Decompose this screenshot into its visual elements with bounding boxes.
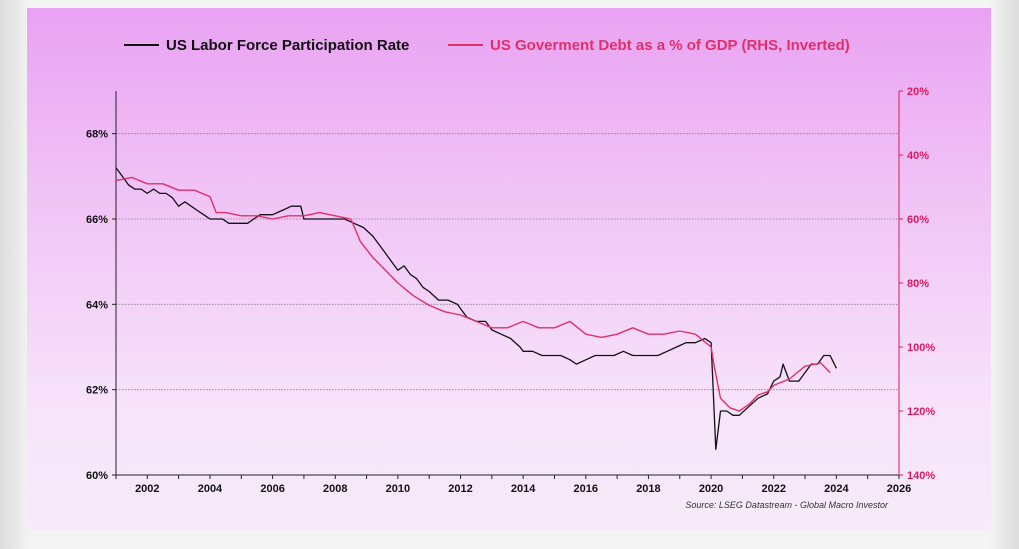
x-tick-label: 2026 <box>887 483 911 495</box>
x-tick-label: 2018 <box>636 483 660 495</box>
chart-panel: US Labor Force Participation Rate US Gov… <box>27 8 991 530</box>
x-tick-label: 2006 <box>260 483 284 495</box>
chart-legend: US Labor Force Participation Rate US Gov… <box>124 37 850 54</box>
source-note: Source: LSEG Datastream - Global Macro I… <box>685 500 889 510</box>
x-tick-label: 2020 <box>699 483 723 495</box>
right-tick-label: 120% <box>907 406 935 418</box>
chart-svg: US Labor Force Participation Rate US Gov… <box>86 37 935 510</box>
tick-labels: 60%62%64%66%68%20%40%60%80%100%120%140%2… <box>86 86 935 495</box>
left-tick-label: 66% <box>86 214 108 226</box>
right-tick-label: 20% <box>907 86 929 98</box>
axes <box>112 90 903 479</box>
left-tick-label: 68% <box>86 129 108 141</box>
series-line-debt-gdp <box>115 176 831 412</box>
right-tick-label: 60% <box>907 214 929 226</box>
legend-label-labor-force: US Labor Force Participation Rate <box>166 37 409 54</box>
right-tick-label: 140% <box>907 470 935 482</box>
right-tick-label: 80% <box>907 278 929 290</box>
right-tick-label: 40% <box>907 150 929 162</box>
x-tick-label: 2012 <box>448 483 472 495</box>
legend-label-debt-gdp: US Goverment Debt as a % of GDP (RHS, In… <box>490 37 850 54</box>
x-tick-label: 2010 <box>386 483 410 495</box>
series-line-labor-force <box>115 167 837 451</box>
right-tick-label: 100% <box>907 342 935 354</box>
x-tick-label: 2014 <box>511 483 536 495</box>
x-tick-label: 2024 <box>824 483 849 495</box>
left-tick-label: 62% <box>86 385 108 397</box>
left-tick-label: 60% <box>86 470 108 482</box>
x-tick-label: 2002 <box>135 483 159 495</box>
series-lines <box>115 167 837 451</box>
x-tick-label: 2016 <box>574 483 598 495</box>
x-tick-label: 2022 <box>761 483 785 495</box>
gridlines <box>116 133 899 391</box>
x-tick-label: 2004 <box>198 483 223 495</box>
left-tick-label: 64% <box>86 299 108 311</box>
x-tick-label: 2008 <box>323 483 347 495</box>
